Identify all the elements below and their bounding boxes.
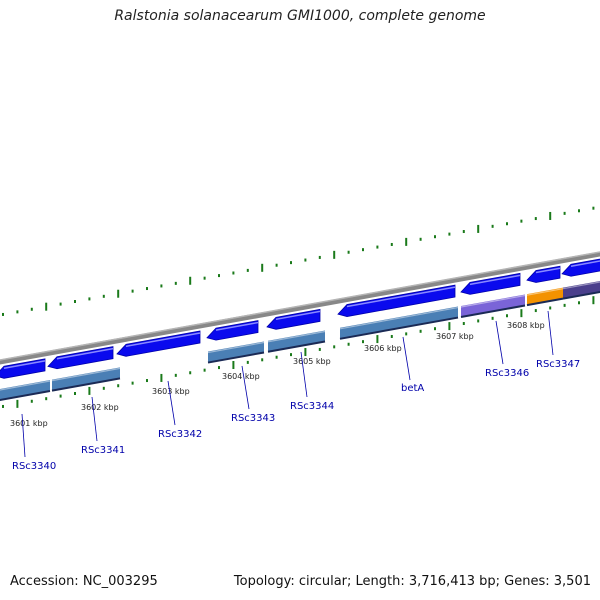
kbp-label: 3605 kbp [293, 357, 331, 366]
inner-tick-ring [2, 296, 595, 408]
cds-feature-shadow [562, 290, 600, 300]
cds-feature-bar [0, 380, 50, 400]
cds-feature-shine [339, 306, 459, 330]
kbp-label: 3607 kbp [436, 332, 474, 341]
cds-feature-shadow [267, 340, 326, 353]
kbp-labels-layer: 3601 kbp 3602 kbp 3603 kbp 3604 kbp 3605 kbp… [10, 321, 545, 428]
cds-feature-shine [460, 294, 526, 308]
cds-feature-shadow [0, 390, 51, 402]
cds-feature-bar [461, 294, 525, 318]
gene-arrow-shine [215, 321, 259, 331]
cds-feature-shadow [526, 297, 564, 307]
gene-leader-line [300, 351, 308, 398]
gene-leader-line [21, 413, 26, 458]
gene-leader-line [495, 320, 504, 365]
gene-label: RSc3341 [81, 445, 125, 456]
cds-feature-bar [268, 330, 325, 352]
cds-feature-bar [527, 287, 563, 306]
cds-feature-shine [51, 367, 121, 382]
backbone-layer [0, 251, 600, 365]
cds-feature-shine [267, 330, 326, 343]
gene-leader-line [91, 396, 98, 442]
gene-leader-line [167, 380, 176, 426]
kbp-label: 3608 kbp [507, 321, 545, 330]
gene-arrow-shine [56, 347, 114, 360]
gene-label: RSc3340 [12, 461, 56, 472]
gene-leader-line [402, 336, 411, 381]
gene-arrow-shine [346, 286, 456, 308]
genome-title: Ralstonia solanacearum GMI1000, complete… [114, 8, 486, 24]
cds-feature-shine [526, 288, 564, 296]
kbp-label: 3602 kbp [81, 403, 119, 412]
gene-arrow-shine [570, 260, 600, 267]
gene-leader-line [547, 310, 554, 356]
gene-arrow-shine [469, 274, 521, 286]
gene-labels-layer: RSc3340 RSc3341 RSc3342 RSc3343 RSc3344 betA R… [12, 310, 580, 472]
gene-arrow-shine [3, 360, 46, 370]
cds-feature-shadow [207, 351, 265, 364]
gene-label: betA [401, 383, 424, 394]
cds-feature-shadow [460, 304, 526, 319]
cds-feature-shadow [339, 316, 459, 340]
gene-arrow-forward [0, 358, 46, 379]
gene-arrow-shine [535, 267, 561, 274]
gene-arrow-shine [125, 332, 201, 348]
kbp-label: 3604 kbp [222, 372, 260, 381]
gene-label: RSc3347 [536, 359, 580, 370]
kbp-label: 3601 kbp [10, 419, 48, 428]
cds-feature-shine [207, 341, 265, 354]
outer-tick-ring [2, 206, 595, 316]
kbp-label: 3603 kbp [152, 387, 190, 396]
genome-summary-text: Topology: circular; Length: 3,716,413 bp… [233, 574, 591, 589]
cds-feature-bar [563, 281, 600, 299]
cds-feature-bar [52, 367, 120, 391]
gene-arrow-shine [275, 310, 321, 321]
cds-feature-shine [562, 281, 600, 290]
genome-backbone [0, 251, 600, 365]
cds-feature-bar [208, 341, 264, 363]
gene-label: RSc3344 [290, 401, 334, 412]
kbp-label: 3606 kbp [364, 344, 402, 353]
cds-feature-shadow [51, 377, 121, 392]
gene-label: RSc3346 [485, 368, 529, 379]
cds-feature-shine [0, 380, 51, 391]
cds-feature-bar [340, 306, 458, 339]
gene-label: RSc3342 [158, 429, 202, 440]
gene-label: RSc3343 [231, 413, 275, 424]
genome-backbone-highlight [0, 251, 600, 361]
feature-bars-layer [0, 281, 600, 402]
gene-arrows-layer [0, 258, 600, 379]
accession-text: Accession: NC_003295 [10, 574, 158, 589]
gene-leader-line [241, 365, 250, 410]
